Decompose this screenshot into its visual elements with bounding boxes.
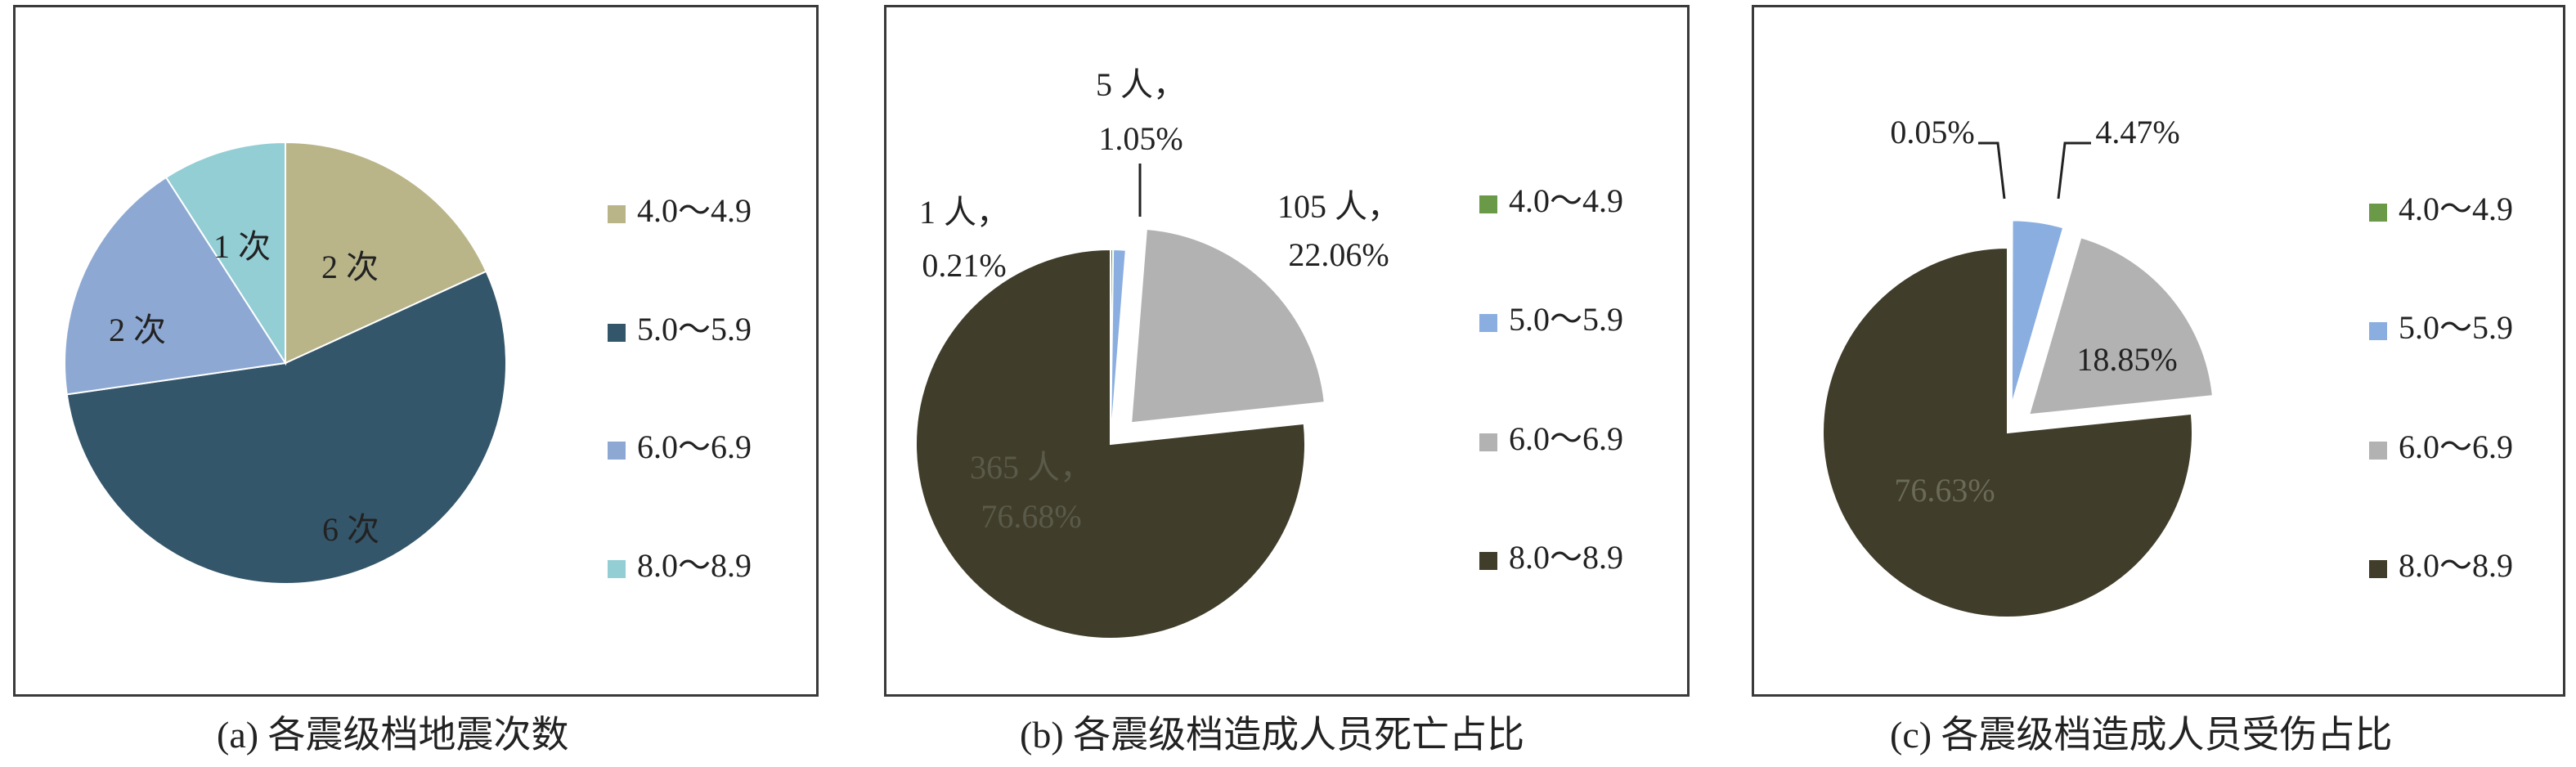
pie-slice xyxy=(915,248,1306,639)
pie-chart-b: 1 人， 0.21% 5 人， 1.05% 105 人， 22.06% 365 人， 76.6… xyxy=(915,66,1623,639)
legend-swatch xyxy=(2369,322,2387,340)
caption-c: (c) 各震级档造成人员受伤占比 xyxy=(1890,714,2393,756)
pie-slice xyxy=(2027,236,2215,416)
legend-label: 6.0～6.9 xyxy=(1509,420,1623,457)
legend-label: 5.0～5.9 xyxy=(637,311,752,348)
data-label: 105 人， xyxy=(1277,188,1400,225)
data-label: 76.68% xyxy=(981,498,1081,535)
leader-line xyxy=(2057,141,2091,200)
pie-slice xyxy=(65,270,507,585)
chart-panel-b: 1 人， 0.21% 5 人， 1.05% 105 人， 22.06% 365 人， 76.6… xyxy=(884,5,1690,697)
data-label: 2 次 xyxy=(109,312,166,348)
data-label: 18.85% xyxy=(2076,341,2177,378)
legend-swatch xyxy=(608,560,626,578)
pie-slice xyxy=(64,176,287,396)
leader-line xyxy=(1978,141,2006,200)
chart-panel-c: 0.05% 4.47% 18.85% 76.63% 4.0～4.9 5.0～5.9 6.0～… xyxy=(1752,5,2565,697)
legend-swatch xyxy=(608,324,626,342)
pie-slice xyxy=(1822,246,2193,618)
pie-chart-c: 0.05% 4.47% 18.85% 76.63% 4.0～4.9 5.0～5.9 6.0～… xyxy=(1822,114,2513,618)
data-label: 5 人， xyxy=(1096,66,1186,103)
pie-slice xyxy=(2010,219,2065,406)
caption-a: (a) 各震级档地震次数 xyxy=(217,714,569,756)
caption-b: (b) 各震级档造成人员死亡占比 xyxy=(1020,714,1525,756)
legend-label: 4.0～4.9 xyxy=(637,192,752,229)
chart-panel-a: 2 次 6 次 2 次 1 次 4.0～4.9 5.0～5.9 6.0～6.9 8.0～8.9 xyxy=(13,5,819,697)
legend-label: 6.0～6.9 xyxy=(637,428,752,465)
data-label: 22.06% xyxy=(1288,236,1389,273)
data-label: 76.63% xyxy=(1894,472,1995,509)
legend-label: 4.0～4.9 xyxy=(1509,182,1623,219)
legend-swatch xyxy=(608,442,626,460)
legend-swatch xyxy=(1479,552,1497,570)
legend-label: 8.0～8.9 xyxy=(1509,539,1623,576)
legend-swatch xyxy=(608,205,626,223)
pie-chart-a: 2 次 6 次 2 次 1 次 4.0～4.9 5.0～5.9 6.0～6.9 8.0～8.9 xyxy=(64,141,752,585)
data-label: 4.47% xyxy=(2095,114,2179,150)
data-label: 1 次 xyxy=(213,228,271,265)
data-label: 0.21% xyxy=(922,247,1006,284)
legend-label: 8.0～8.9 xyxy=(2399,547,2513,584)
data-label: 0.05% xyxy=(1890,114,1974,150)
legend-label: 6.0～6.9 xyxy=(2399,428,2513,465)
data-label: 2 次 xyxy=(321,249,379,285)
pie-slice xyxy=(1130,227,1326,424)
data-label: 365 人， xyxy=(970,449,1093,486)
data-label: 6 次 xyxy=(322,511,379,548)
pie-slice xyxy=(1110,249,1127,445)
legend-swatch xyxy=(1479,433,1497,451)
legend-swatch xyxy=(2369,560,2387,578)
legend-label: 5.0～5.9 xyxy=(1509,301,1623,338)
legend-swatch xyxy=(2369,442,2387,460)
data-label: 1 人， xyxy=(919,194,1009,231)
legend-label: 8.0～8.9 xyxy=(637,547,752,584)
legend-swatch xyxy=(1479,314,1497,332)
data-label: 1.05% xyxy=(1098,120,1183,157)
pie-slice xyxy=(164,141,286,366)
legend-label: 4.0～4.9 xyxy=(2399,191,2513,227)
legend-swatch xyxy=(1479,195,1497,213)
pie-slice xyxy=(285,141,487,365)
legend-swatch xyxy=(2369,204,2387,222)
legend-label: 5.0～5.9 xyxy=(2399,309,2513,346)
